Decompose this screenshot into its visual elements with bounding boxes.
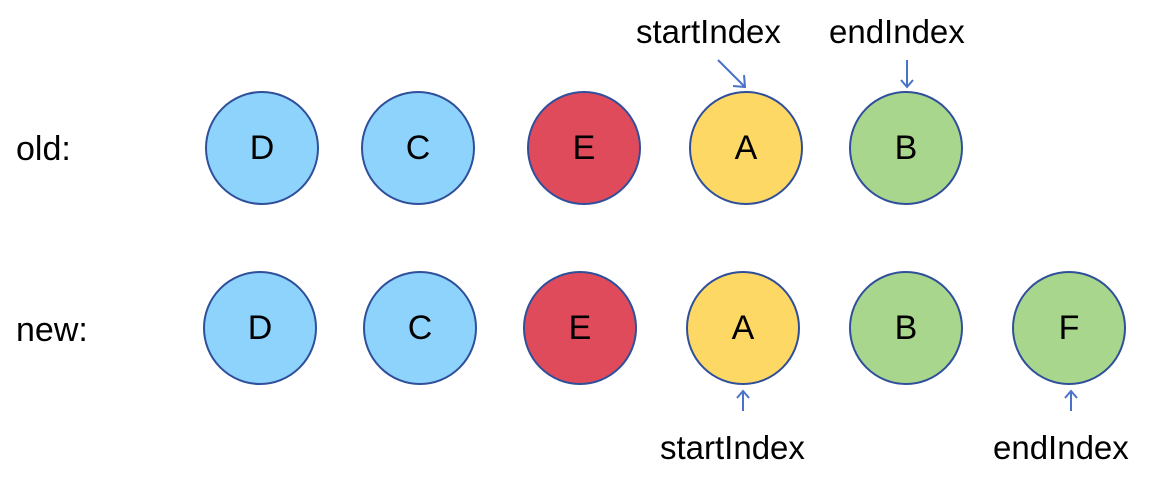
old-end-index-label: endIndex [829,13,965,50]
old-node-c: C [361,91,475,205]
new-row-label: new: [16,311,88,349]
old-row-label: old: [16,130,71,168]
new-start-arrowhead [736,389,750,399]
old-start-arrow [717,59,746,88]
new-node-d: D [203,271,317,385]
old-node-a: A [689,91,803,205]
old-start-index-label: startIndex [636,13,781,50]
new-node-a: A [686,271,800,385]
new-node-e: E [523,271,637,385]
new-node-b: B [849,271,963,385]
old-node-b: B [849,91,963,205]
new-node-f: F [1012,271,1126,385]
old-node-e: E [527,91,641,205]
new-start-index-label: startIndex [660,429,805,466]
new-end-index-label: endIndex [993,429,1129,466]
new-node-c: C [363,271,477,385]
old-end-arrowhead [900,79,914,89]
old-start-arrowhead [732,74,747,89]
old-node-d: D [205,91,319,205]
new-end-arrowhead [1064,389,1078,399]
